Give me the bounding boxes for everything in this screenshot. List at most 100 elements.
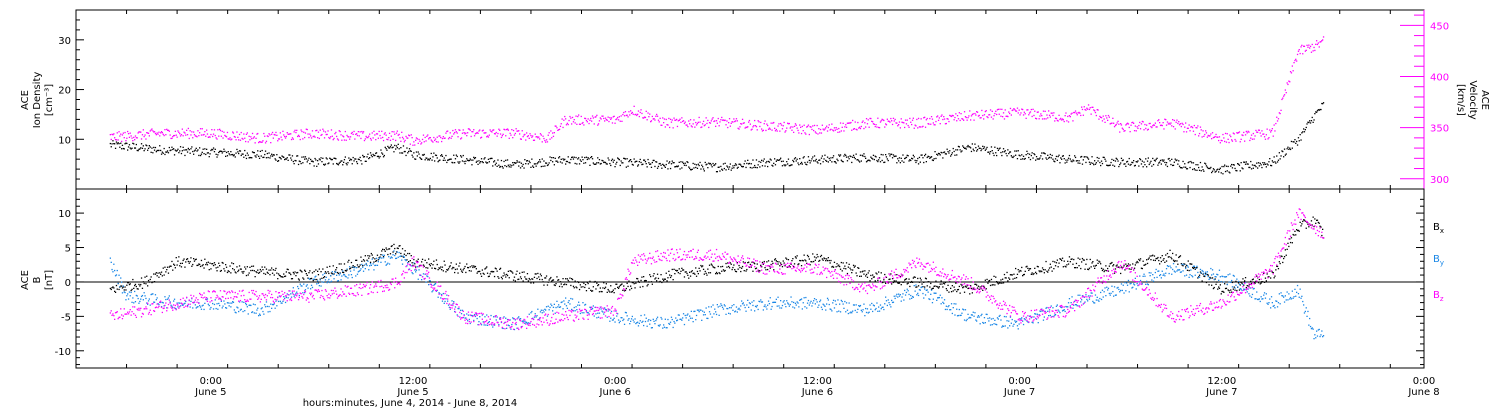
data-point	[860, 125, 862, 128]
data-point	[552, 157, 555, 159]
data-point	[737, 166, 739, 168]
data-point	[701, 266, 703, 268]
data-point	[403, 253, 405, 255]
data-point	[682, 120, 684, 123]
data-point	[771, 129, 773, 131]
data-point	[335, 131, 337, 134]
data-point	[883, 279, 885, 281]
data-point	[664, 278, 666, 280]
data-point	[1158, 259, 1160, 262]
data-point	[902, 281, 904, 283]
data-point	[227, 151, 229, 153]
data-point	[1238, 164, 1241, 166]
data-point	[532, 317, 534, 319]
data-point	[1177, 263, 1179, 265]
data-point	[1145, 127, 1147, 130]
data-point	[356, 162, 359, 165]
data-point	[824, 258, 826, 260]
data-point	[425, 140, 427, 142]
data-point	[278, 295, 281, 297]
data-point	[954, 116, 956, 119]
data-point	[1217, 136, 1219, 138]
data-point	[676, 166, 679, 168]
data-point	[431, 140, 433, 142]
data-point	[332, 265, 334, 267]
data-point	[167, 297, 170, 299]
data-point	[382, 139, 385, 142]
data-point	[1148, 257, 1150, 259]
data-point	[906, 283, 908, 285]
data-point	[404, 139, 406, 142]
data-point	[943, 283, 946, 285]
data-point	[397, 134, 399, 136]
data-point	[1151, 165, 1153, 167]
data-point	[702, 123, 704, 125]
data-point	[643, 280, 646, 282]
data-point	[1192, 130, 1195, 132]
data-point	[168, 295, 170, 297]
data-point	[212, 149, 214, 151]
data-point	[454, 131, 456, 134]
data-point	[879, 280, 882, 282]
data-point	[1269, 129, 1271, 131]
data-point	[340, 263, 342, 265]
data-point	[124, 143, 126, 145]
data-point	[576, 163, 578, 165]
data-point	[774, 130, 777, 132]
data-point	[1155, 158, 1157, 161]
data-point	[477, 324, 479, 326]
data-point	[811, 158, 813, 160]
data-point	[867, 119, 869, 121]
data-point	[1032, 108, 1034, 110]
data-point	[422, 154, 425, 156]
data-point	[140, 298, 142, 300]
data-point	[819, 259, 821, 262]
data-point	[1310, 220, 1313, 222]
data-point	[1200, 170, 1202, 172]
data-point	[449, 132, 451, 134]
data-point	[193, 150, 196, 152]
data-point	[1154, 259, 1156, 262]
data-point	[447, 130, 449, 132]
data-point	[537, 162, 539, 164]
data-point	[581, 281, 583, 283]
data-point	[1073, 160, 1075, 162]
data-point	[266, 271, 268, 273]
data-point	[1316, 110, 1319, 112]
data-point	[1190, 126, 1192, 128]
data-point	[147, 303, 149, 305]
data-point	[914, 159, 916, 162]
data-point	[1094, 267, 1096, 269]
data-point	[749, 166, 751, 169]
data-point	[588, 122, 590, 125]
data-point	[567, 279, 569, 282]
data-point	[767, 128, 770, 130]
data-point	[617, 119, 620, 121]
data-point	[313, 270, 315, 273]
data-point	[147, 285, 149, 287]
data-point	[293, 163, 295, 165]
data-point	[728, 122, 730, 124]
data-point	[1061, 259, 1063, 262]
data-point	[787, 163, 789, 165]
data-point	[879, 161, 882, 163]
data-point	[455, 131, 457, 133]
data-point	[671, 268, 673, 271]
data-point	[785, 130, 787, 132]
data-point	[843, 155, 845, 157]
data-point	[1060, 157, 1062, 159]
data-point	[1242, 134, 1244, 137]
data-point	[179, 265, 181, 267]
data-point	[436, 263, 438, 266]
data-point	[1094, 265, 1097, 267]
data-point	[1252, 278, 1254, 280]
data-point	[503, 160, 505, 163]
data-point	[315, 130, 317, 132]
data-point	[784, 265, 786, 267]
data-point	[315, 159, 317, 161]
data-point	[726, 165, 728, 167]
data-point	[1269, 270, 1271, 272]
data-point	[1165, 124, 1168, 126]
data-point	[928, 123, 930, 125]
data-point	[601, 159, 603, 162]
